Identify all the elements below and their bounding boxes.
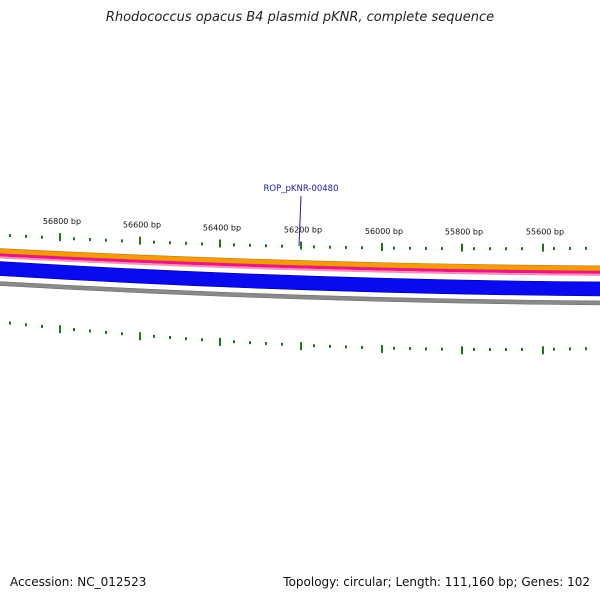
tick-label: 55800 bp: [445, 228, 483, 237]
tick-labels: 56800 bp 56600 bp 56400 bp 56200 bp 56000 bp…: [43, 217, 564, 237]
band-gray: [0, 281, 600, 306]
tick-label: 56800 bp: [43, 217, 81, 226]
tick-label: 56200 bp: [284, 226, 322, 235]
map-title: Rhodococcus opacus B4 plasmid pKNR, comp…: [105, 10, 495, 25]
band-pink: [0, 256, 600, 276]
band-magenta: [0, 253, 600, 274]
gene-pointer-line: [298, 195, 302, 247]
band-blue: [0, 261, 600, 297]
band-orange: [0, 248, 600, 272]
accession-text: Accession: NC_012523: [10, 575, 147, 589]
outer-tick-marks: [9, 233, 587, 252]
summary-text: Topology: circular; Length: 111,160 bp; …: [283, 575, 590, 589]
tick-label: 56000 bp: [365, 227, 403, 236]
inner-tick-marks: [9, 321, 587, 355]
tick-label: 55600 bp: [526, 228, 564, 237]
tick-label: 56600 bp: [123, 221, 161, 230]
tick-label: 56400 bp: [203, 223, 241, 232]
gene-label[interactable]: ROP_pKNR-00480: [264, 184, 339, 194]
